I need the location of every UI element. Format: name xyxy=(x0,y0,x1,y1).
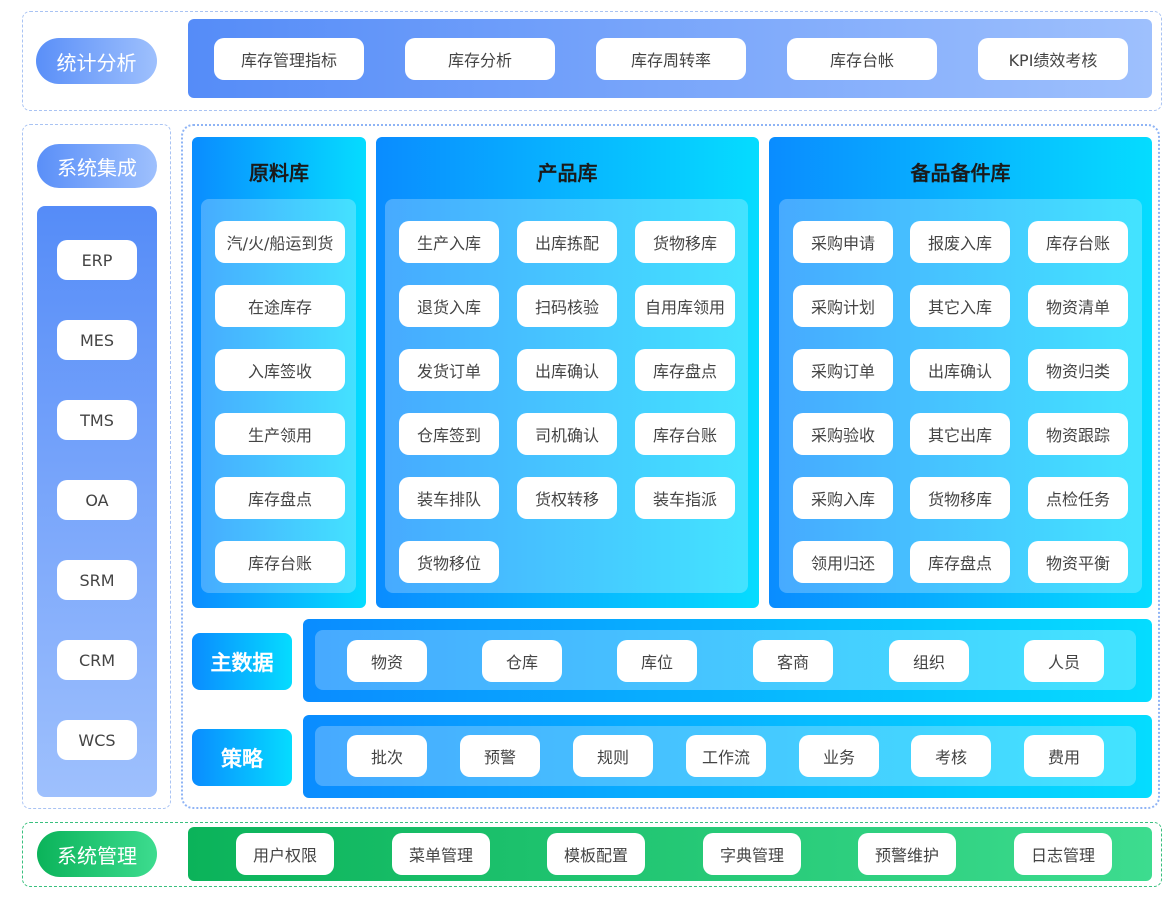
master-data-label: 主数据 xyxy=(192,633,292,690)
spare-warehouse-item[interactable]: 货物移库 xyxy=(910,477,1010,519)
admin-item[interactable]: 日志管理 xyxy=(1014,833,1112,875)
raw-warehouse-item[interactable]: 生产领用 xyxy=(215,413,345,455)
stats-item[interactable]: 库存管理指标 xyxy=(214,38,364,80)
product-warehouse-item[interactable]: 库存盘点 xyxy=(635,349,735,391)
spare-warehouse-item[interactable]: 采购验收 xyxy=(793,413,893,455)
spare-warehouse-item[interactable]: 领用归还 xyxy=(793,541,893,583)
master-data-item[interactable]: 库位 xyxy=(617,640,697,682)
strategy-item[interactable]: 规则 xyxy=(573,735,653,777)
product-warehouse-item[interactable]: 装车排队 xyxy=(399,477,499,519)
integration-system-item[interactable]: ERP xyxy=(57,240,137,280)
stats-section xyxy=(22,11,1162,111)
product-warehouse-item[interactable]: 生产入库 xyxy=(399,221,499,263)
spare-warehouse-item[interactable]: 库存盘点 xyxy=(910,541,1010,583)
strategy-label: 策略 xyxy=(192,729,292,786)
strategy-item[interactable]: 业务 xyxy=(799,735,879,777)
integration-system-item[interactable]: WCS xyxy=(57,720,137,760)
spare-warehouse-item[interactable]: 采购申请 xyxy=(793,221,893,263)
raw-warehouse-item[interactable]: 汽/火/船运到货 xyxy=(215,221,345,263)
admin-item[interactable]: 用户权限 xyxy=(236,833,334,875)
master-data-item[interactable]: 人员 xyxy=(1024,640,1104,682)
product-warehouse-item[interactable]: 出库拣配 xyxy=(517,221,617,263)
integration-section xyxy=(22,124,171,809)
admin-item[interactable]: 预警维护 xyxy=(858,833,956,875)
strategy-item[interactable]: 费用 xyxy=(1024,735,1104,777)
admin-item[interactable]: 模板配置 xyxy=(547,833,645,875)
strategy-item[interactable]: 预警 xyxy=(460,735,540,777)
stats-item[interactable]: 库存周转率 xyxy=(596,38,746,80)
master-data-item[interactable]: 仓库 xyxy=(482,640,562,682)
admin-label: 系统管理 xyxy=(37,831,157,877)
product-warehouse-item[interactable]: 装车指派 xyxy=(635,477,735,519)
raw-warehouse-item[interactable]: 库存盘点 xyxy=(215,477,345,519)
core-section xyxy=(181,124,1160,809)
product-warehouse-item[interactable]: 退货入库 xyxy=(399,285,499,327)
product-warehouse-item[interactable]: 仓库签到 xyxy=(399,413,499,455)
spare-warehouse-inner xyxy=(779,199,1142,593)
admin-bar xyxy=(188,827,1152,881)
product-warehouse-inner xyxy=(385,199,748,593)
raw-warehouse-item[interactable]: 入库签收 xyxy=(215,349,345,391)
strategy-item[interactable]: 考核 xyxy=(911,735,991,777)
spare-warehouse-item[interactable]: 采购计划 xyxy=(793,285,893,327)
integration-system-item[interactable]: SRM xyxy=(57,560,137,600)
spare-warehouse-item[interactable]: 物资清单 xyxy=(1028,285,1128,327)
master-data-bar xyxy=(303,619,1152,702)
spare-warehouse-item[interactable]: 点检任务 xyxy=(1028,477,1128,519)
spare-warehouse-item[interactable]: 库存台账 xyxy=(1028,221,1128,263)
product-warehouse-item[interactable]: 自用库领用 xyxy=(635,285,735,327)
integration-system-item[interactable]: OA xyxy=(57,480,137,520)
product-warehouse-item[interactable]: 发货订单 xyxy=(399,349,499,391)
spare-warehouse-item[interactable]: 报废入库 xyxy=(910,221,1010,263)
spare-warehouse-title: 备品备件库 xyxy=(910,161,1011,185)
integration-system-item[interactable]: CRM xyxy=(57,640,137,680)
spare-warehouse-item[interactable]: 物资跟踪 xyxy=(1028,413,1128,455)
product-warehouse-item[interactable]: 扫码核验 xyxy=(517,285,617,327)
spare-warehouse-item[interactable]: 采购入库 xyxy=(793,477,893,519)
master-data-item[interactable]: 组织 xyxy=(889,640,969,682)
product-warehouse-item[interactable]: 库存台账 xyxy=(635,413,735,455)
admin-item[interactable]: 菜单管理 xyxy=(392,833,490,875)
raw-warehouse-item[interactable]: 库存台账 xyxy=(215,541,345,583)
stats-label: 统计分析 xyxy=(36,38,157,84)
strategy-item[interactable]: 批次 xyxy=(347,735,427,777)
product-warehouse-item[interactable]: 司机确认 xyxy=(517,413,617,455)
spare-warehouse-item[interactable]: 其它入库 xyxy=(910,285,1010,327)
product-warehouse-item[interactable]: 货物移库 xyxy=(635,221,735,263)
raw-warehouse-inner xyxy=(201,199,356,593)
master-data-item[interactable]: 客商 xyxy=(753,640,833,682)
stats-item[interactable]: 库存分析 xyxy=(405,38,555,80)
spare-warehouse-item[interactable]: 物资平衡 xyxy=(1028,541,1128,583)
master-data-inner xyxy=(315,630,1136,690)
integration-label: 系统集成 xyxy=(37,144,157,188)
spare-warehouse-item[interactable]: 出库确认 xyxy=(910,349,1010,391)
raw-warehouse-title: 原料库 xyxy=(249,161,309,185)
admin-item[interactable]: 字典管理 xyxy=(703,833,801,875)
integration-system-item[interactable]: TMS xyxy=(57,400,137,440)
raw-warehouse-item[interactable]: 在途库存 xyxy=(215,285,345,327)
integration-system-item[interactable]: MES xyxy=(57,320,137,360)
spare-warehouse-item[interactable]: 物资归类 xyxy=(1028,349,1128,391)
strategy-item[interactable]: 工作流 xyxy=(686,735,766,777)
spare-warehouse-item[interactable]: 其它出库 xyxy=(910,413,1010,455)
spare-warehouse-item[interactable]: 采购订单 xyxy=(793,349,893,391)
product-warehouse-item[interactable]: 货物移位 xyxy=(399,541,499,583)
admin-section xyxy=(22,822,1162,887)
product-warehouse-item[interactable]: 出库确认 xyxy=(517,349,617,391)
product-warehouse-title: 产品库 xyxy=(537,161,598,185)
product-warehouse-item[interactable]: 货权转移 xyxy=(517,477,617,519)
stats-item[interactable]: KPI绩效考核 xyxy=(978,38,1128,80)
stats-item[interactable]: 库存台帐 xyxy=(787,38,937,80)
master-data-item[interactable]: 物资 xyxy=(347,640,427,682)
